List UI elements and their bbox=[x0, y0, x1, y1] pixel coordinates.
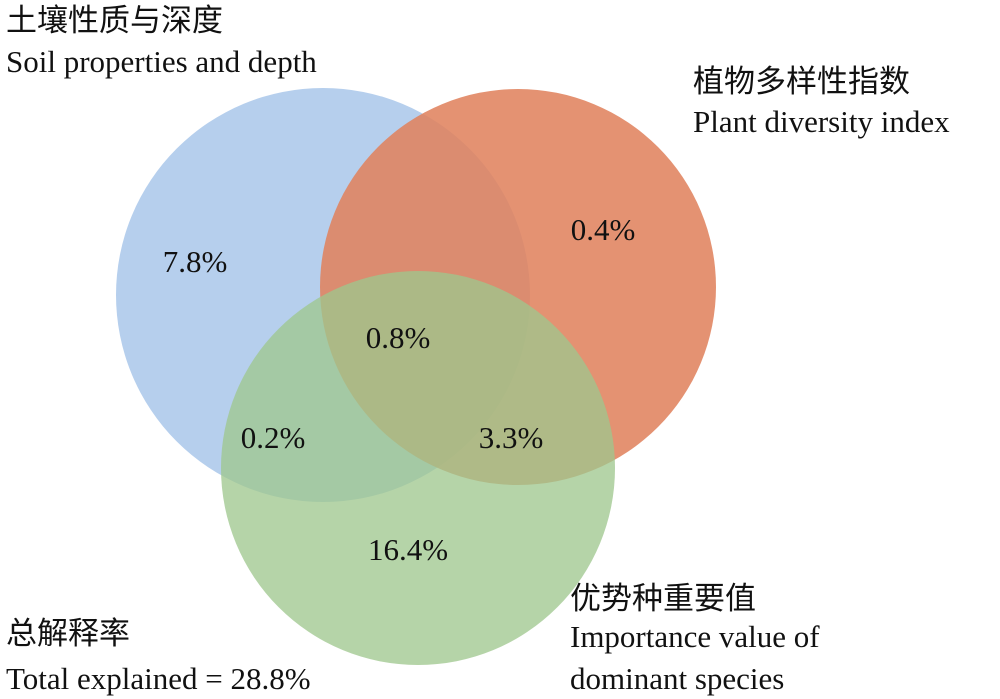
total-label-en: Total explained = 28.8% bbox=[6, 661, 311, 696]
plant-label-en: Plant diversity index bbox=[693, 104, 950, 139]
value-plant-only: 0.4% bbox=[571, 212, 636, 247]
value-soil-importance: 0.2% bbox=[241, 420, 306, 455]
total-label-cn: 总解释率 bbox=[6, 616, 130, 651]
importance-label-cn: 优势种重要值 bbox=[570, 581, 756, 616]
overlap-accent bbox=[221, 271, 615, 665]
region-values: 7.8% 0.4% 0.8% 0.2% 3.3% 16.4% bbox=[163, 212, 636, 567]
value-importance-only: 16.4% bbox=[368, 532, 448, 567]
soil-label-en: Soil properties and depth bbox=[6, 44, 317, 79]
plant-label-cn: 植物多样性指数 bbox=[693, 64, 910, 99]
importance-circle bbox=[221, 271, 615, 665]
venn-circles bbox=[116, 88, 716, 665]
value-triple-overlap: 0.8% bbox=[366, 320, 431, 355]
value-plant-importance: 3.3% bbox=[479, 420, 544, 455]
importance-label-en-line1: Importance value of bbox=[570, 619, 820, 654]
soil-label-cn: 土壤性质与深度 bbox=[6, 3, 223, 38]
value-soil-only: 7.8% bbox=[163, 244, 228, 279]
set-labels: 土壤性质与深度 Soil properties and depth 植物多样性指… bbox=[6, 3, 950, 696]
importance-label-en-line2: dominant species bbox=[570, 661, 784, 696]
